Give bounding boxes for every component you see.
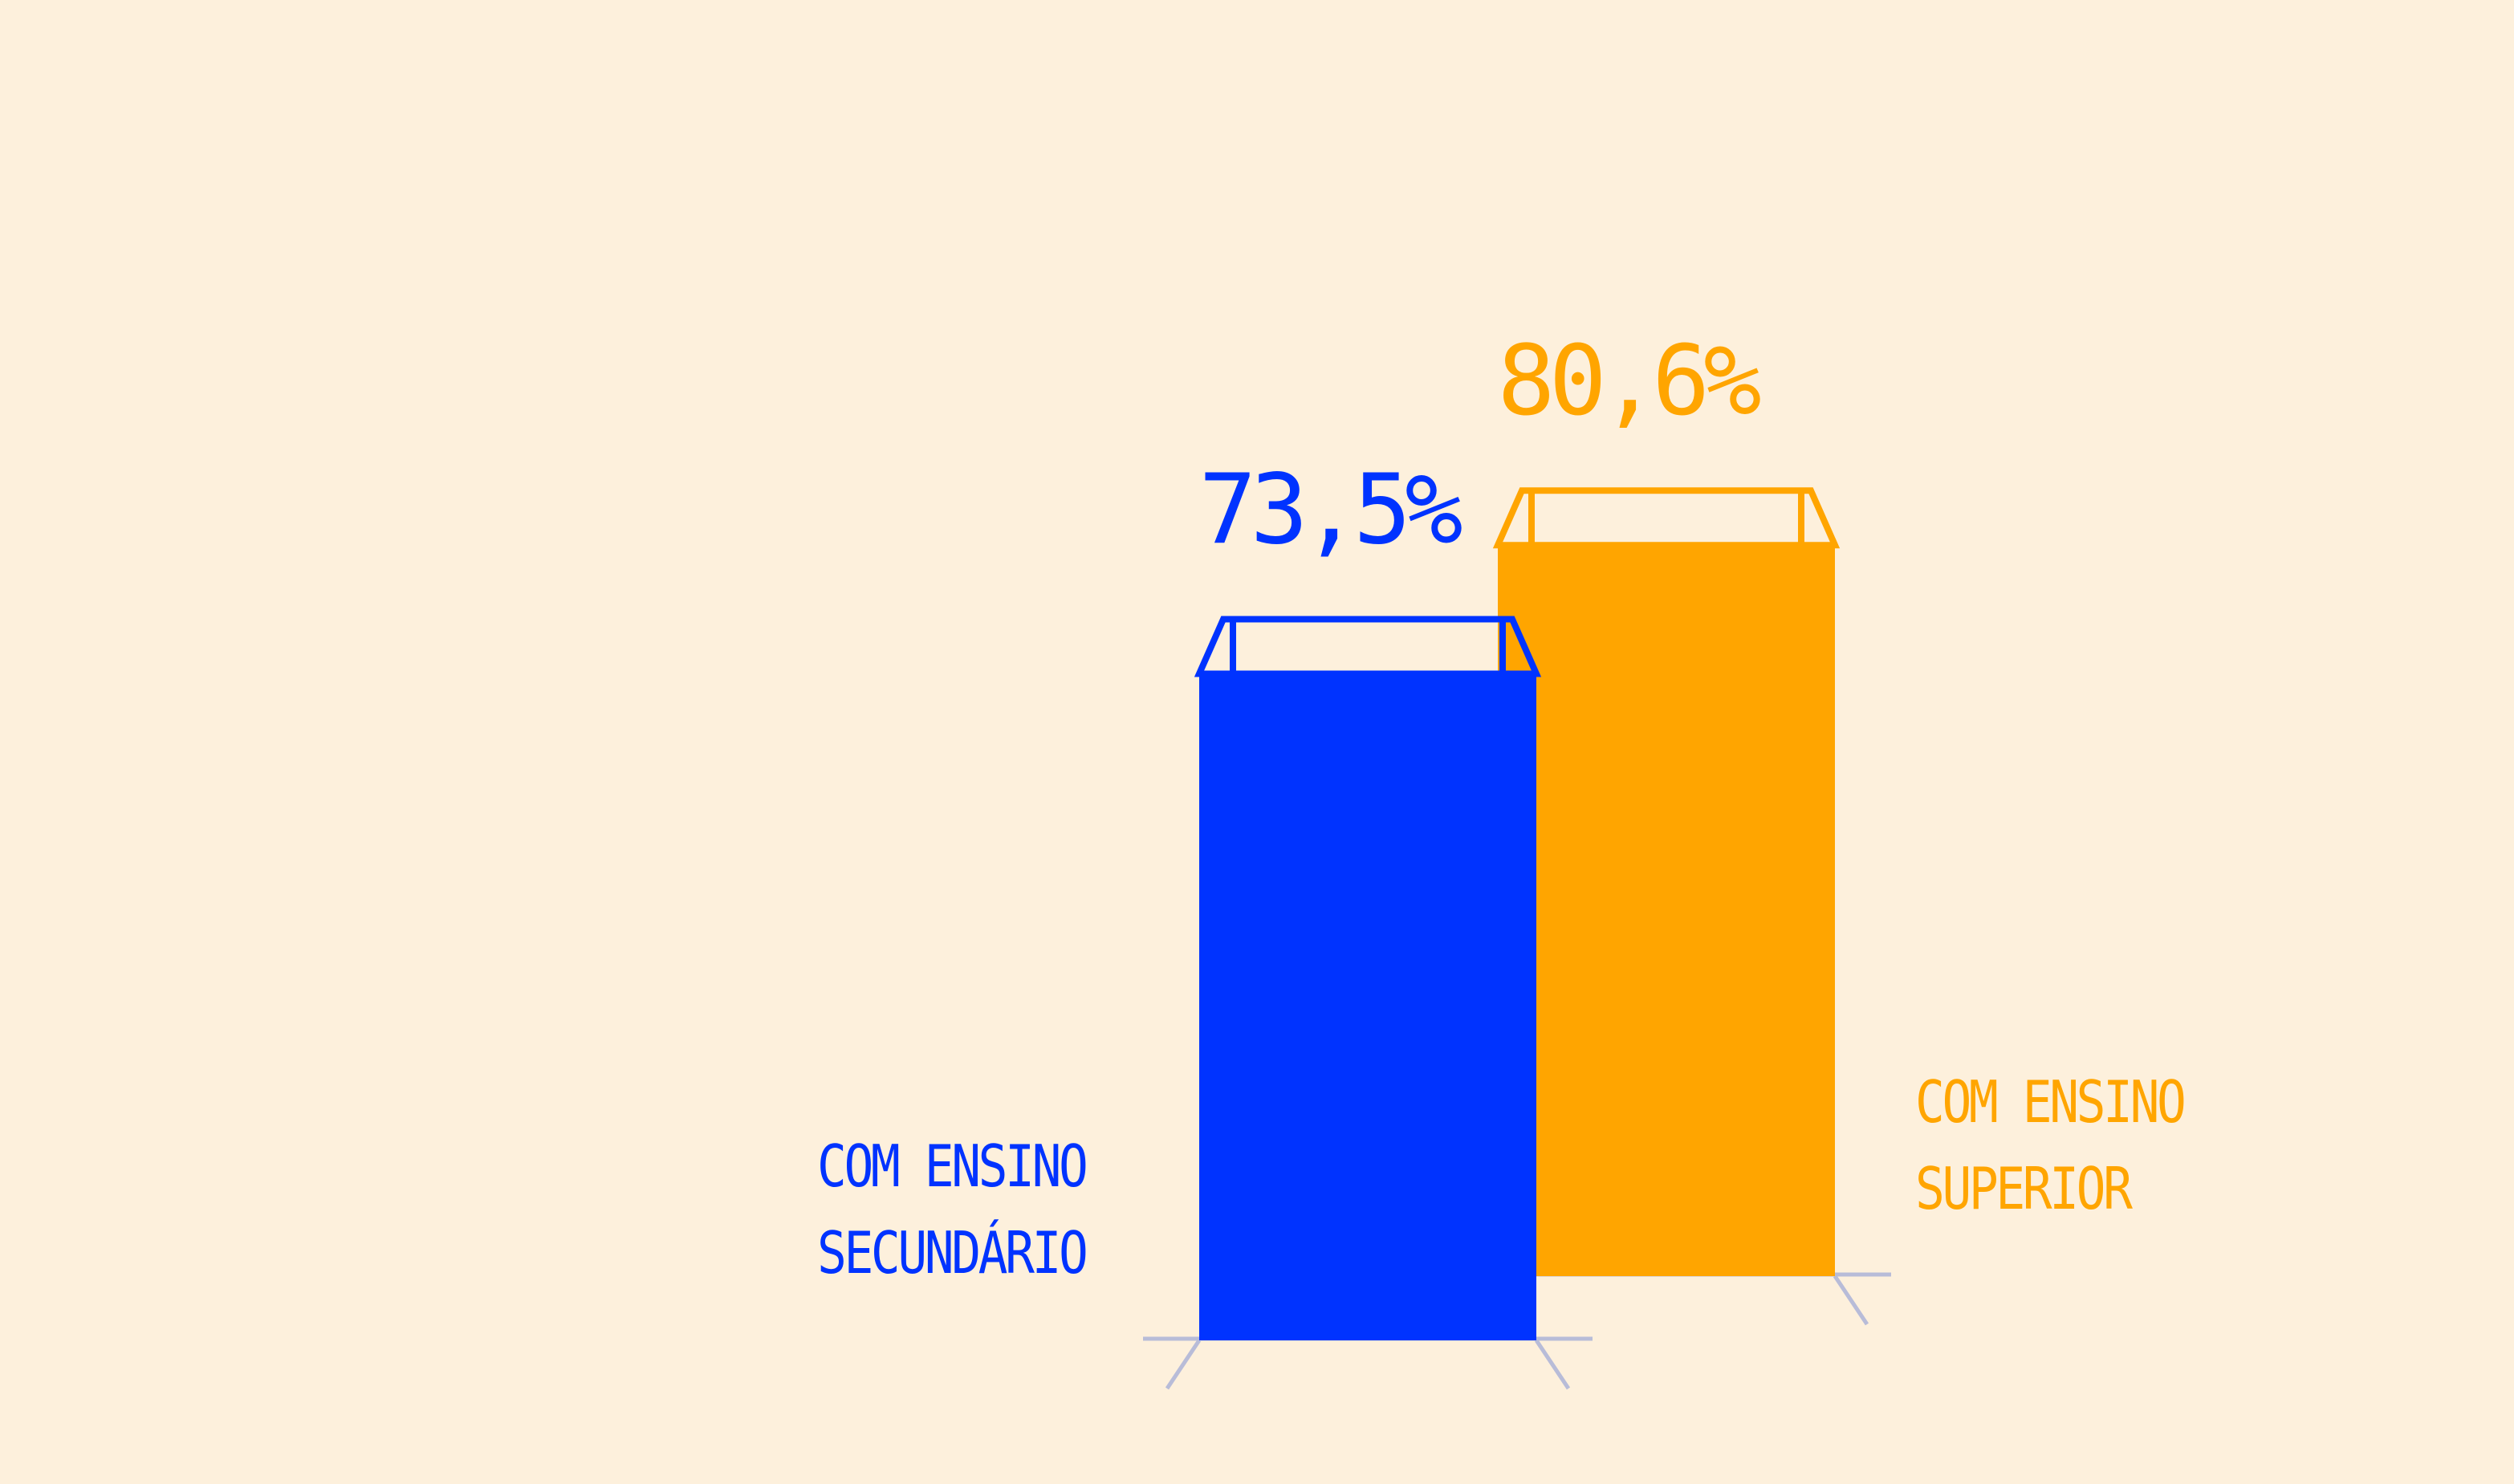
base-line [1165, 1339, 1202, 1390]
bar-top [1194, 616, 1542, 677]
bar-group: 80,6% [1442, 326, 1891, 1326]
value-label: 80,6% [1497, 326, 1760, 437]
bar-top [1492, 487, 1841, 549]
bar-group: 73,5% [1143, 454, 1593, 1390]
category-label: COM ENSINO SUPERIOR [1915, 1068, 2187, 1222]
value-label: 73,5% [1198, 454, 1462, 566]
bar [1498, 545, 1835, 1276]
category-label: COM ENSINO SECUNDÁRIO [817, 1132, 1088, 1287]
bar [1199, 673, 1536, 1340]
base-line [1534, 1339, 1571, 1390]
base-line [1833, 1275, 1869, 1326]
